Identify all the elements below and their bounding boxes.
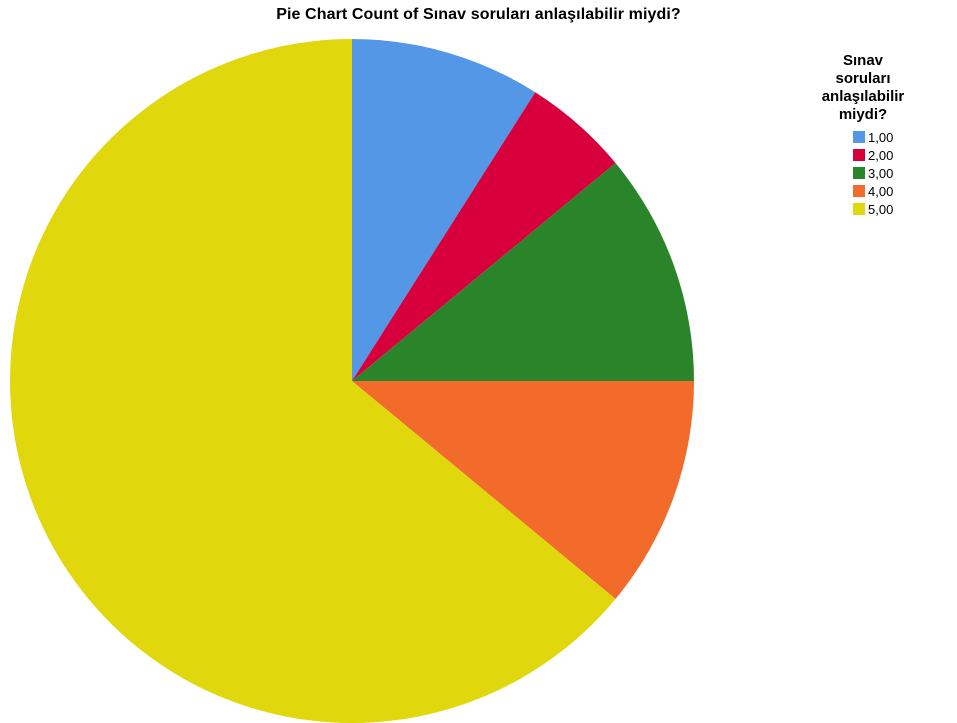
- legend-swatch: [853, 131, 865, 143]
- legend-label: 5,00: [868, 201, 894, 217]
- chart-title: Pie Chart Count of Sınav soruları anlaşı…: [276, 6, 681, 23]
- pie-slice-3-00: [352, 163, 694, 381]
- legend-label: 4,00: [868, 183, 894, 199]
- legend-swatch: [853, 149, 865, 161]
- legend-label: 3,00: [868, 165, 894, 181]
- legend-item: 1,00: [853, 128, 948, 146]
- legend-item: 3,00: [853, 164, 948, 182]
- legend-swatch: [853, 185, 865, 197]
- legend-item: 5,00: [853, 200, 948, 218]
- legend-label: 2,00: [868, 147, 894, 163]
- pie-slice-2-00: [352, 92, 616, 381]
- legend-swatch: [853, 203, 865, 215]
- pie-slice-1-00: [352, 39, 536, 381]
- legend: Sınav soruları anlaşılabilir miydi? 1,00…: [808, 52, 948, 218]
- legend-label: 1,00: [868, 129, 894, 145]
- legend-title-line: miydi?: [838, 106, 888, 123]
- pie-slice-4-00: [352, 381, 694, 599]
- legend-swatch: [853, 167, 865, 179]
- legend-title-line: anlaşılabilir: [821, 88, 905, 105]
- pie-slice-5-00: [9, 39, 616, 723]
- legend-item: 4,00: [853, 182, 948, 200]
- legend-item: 2,00: [853, 146, 948, 164]
- legend-title-line: soruları: [835, 70, 891, 87]
- legend-title-line: Sınav: [842, 52, 884, 69]
- legend-title: Sınav soruları anlaşılabilir miydi?: [808, 52, 918, 124]
- legend-items: 1,00 2,00 3,00 4,00 5,00: [853, 128, 948, 218]
